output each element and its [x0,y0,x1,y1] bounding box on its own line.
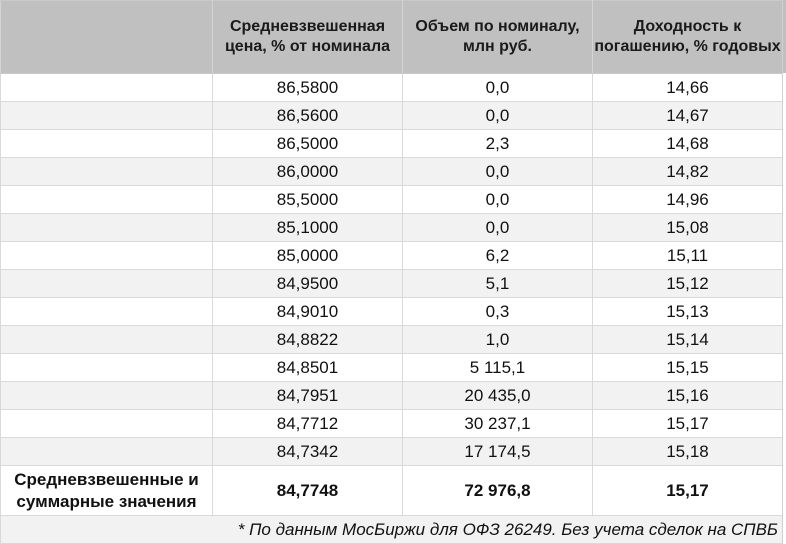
row-label [0,241,213,270]
table-row: 85,5000 0,0 14,96 [0,185,783,214]
row-yield: 14,68 [592,129,783,158]
row-yield: 15,12 [592,269,783,298]
table-row: 85,1000 0,0 15,08 [0,213,783,242]
row-volume: 2,3 [402,129,593,158]
row-yield: 14,82 [592,157,783,186]
row-yield: 14,66 [592,73,783,102]
row-yield: 15,14 [592,325,783,354]
table-row: 86,0000 0,0 14,82 [0,157,783,186]
footnote-row: * По данным МосБиржи для ОФЗ 26249. Без … [0,515,783,544]
table-row: 86,5000 2,3 14,68 [0,129,783,158]
table-row: 84,7342 17 174,5 15,18 [0,437,783,466]
row-yield: 15,16 [592,381,783,410]
header-price: Средневзвешенная цена, % от номинала [212,0,403,74]
row-volume: 0,3 [402,297,593,326]
header-yield: Доходность к погашению, % годовых [592,0,783,74]
row-volume: 17 174,5 [402,437,593,466]
row-yield: 14,67 [592,101,783,130]
row-yield: 14,96 [592,185,783,214]
header-row: Средневзвешенная цена, % от номинала Объ… [0,0,783,74]
total-label: Средневзвешенные и суммарные значения [0,465,213,516]
row-yield: 15,08 [592,213,783,242]
row-yield: 15,17 [592,409,783,438]
row-label [0,325,213,354]
row-label [0,101,213,130]
row-price: 84,9010 [212,297,403,326]
row-label [0,353,213,382]
row-label [0,73,213,102]
row-price: 84,9500 [212,269,403,298]
row-price: 84,8822 [212,325,403,354]
row-price: 85,0000 [212,241,403,270]
total-yield: 15,17 [592,465,783,516]
row-label [0,213,213,242]
table-row: 85,0000 6,2 15,11 [0,241,783,270]
row-price: 86,5000 [212,129,403,158]
row-volume: 0,0 [402,73,593,102]
total-volume: 72 976,8 [402,465,593,516]
table-row: 86,5600 0,0 14,67 [0,101,783,130]
row-volume: 30 237,1 [402,409,593,438]
header-label [0,0,213,74]
row-price: 86,5600 [212,101,403,130]
row-price: 86,0000 [212,157,403,186]
row-yield: 15,18 [592,437,783,466]
table-row: 86,5800 0,0 14,66 [0,73,783,102]
row-volume: 0,0 [402,185,593,214]
table-row: 84,9010 0,3 15,13 [0,297,783,326]
table-row: 84,7951 20 435,0 15,16 [0,381,783,410]
row-volume: 6,2 [402,241,593,270]
right-edge-header-fill [783,0,786,73]
row-label [0,437,213,466]
row-price: 86,5800 [212,73,403,102]
row-volume: 0,0 [402,213,593,242]
row-volume: 0,0 [402,101,593,130]
header-volume: Объем по номиналу, млн руб. [402,0,593,74]
right-edge-divider [782,0,786,544]
row-volume: 5,1 [402,269,593,298]
row-price: 84,7951 [212,381,403,410]
row-label [0,297,213,326]
table-row: 84,9500 5,1 15,12 [0,269,783,298]
row-label [0,157,213,186]
row-label [0,129,213,158]
row-label [0,381,213,410]
row-price: 85,5000 [212,185,403,214]
table-row: 84,8501 5 115,1 15,15 [0,353,783,382]
row-price: 85,1000 [212,213,403,242]
row-price: 84,7712 [212,409,403,438]
row-label [0,185,213,214]
row-price: 84,7342 [212,437,403,466]
row-price: 84,8501 [212,353,403,382]
total-price: 84,7748 [212,465,403,516]
row-yield: 15,13 [592,297,783,326]
row-volume: 1,0 [402,325,593,354]
total-row: Средневзвешенные и суммарные значения 84… [0,465,783,516]
row-volume: 20 435,0 [402,381,593,410]
footnote: * По данным МосБиржи для ОФЗ 26249. Без … [0,515,783,544]
row-label [0,409,213,438]
table-row: 84,8822 1,0 15,14 [0,325,783,354]
table-row: 84,7712 30 237,1 15,17 [0,409,783,438]
row-yield: 15,11 [592,241,783,270]
row-volume: 0,0 [402,157,593,186]
row-yield: 15,15 [592,353,783,382]
row-label [0,269,213,298]
row-volume: 5 115,1 [402,353,593,382]
